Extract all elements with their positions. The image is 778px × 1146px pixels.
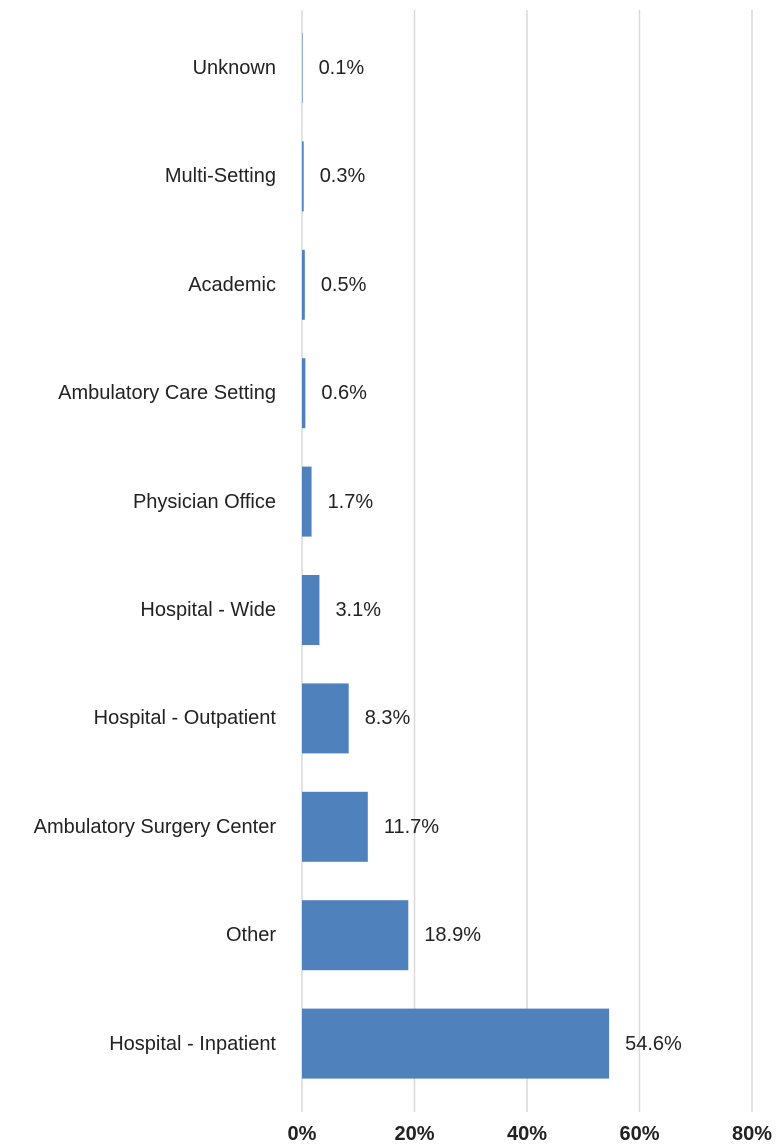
x-tick-label: 20%	[394, 1123, 435, 1145]
bar	[302, 683, 349, 754]
data-label: 54.6%	[625, 1032, 682, 1055]
data-label: 0.1%	[318, 57, 365, 79]
y-tick-label: Ambulatory Care Setting	[58, 382, 276, 405]
bar	[302, 249, 305, 320]
y-tick-label: Other	[225, 924, 276, 947]
bar	[302, 791, 368, 862]
data-label: 0.3%	[319, 165, 366, 188]
y-tick-label: Hospital - Inpatient	[109, 1032, 276, 1055]
data-label: 3.1%	[335, 599, 382, 621]
y-tick-label: Physician Office	[132, 490, 276, 513]
bar	[302, 575, 320, 645]
y-tick-label: Academic	[188, 273, 276, 296]
y-tick-label: Hospital - Wide	[140, 599, 276, 621]
x-tick-label: 40%	[506, 1123, 548, 1145]
y-tick-label: Multi-Setting	[164, 165, 276, 188]
bar	[302, 33, 303, 103]
y-tick-label: Unknown	[192, 57, 276, 79]
bar	[302, 1008, 610, 1079]
x-tick-label: 60%	[619, 1123, 660, 1145]
x-tick-label: 0%	[287, 1123, 317, 1145]
y-tick-label: Hospital - Outpatient	[93, 707, 276, 730]
x-tick-label: 80%	[731, 1123, 773, 1145]
bar	[302, 900, 409, 971]
data-label: 18.9%	[424, 924, 482, 947]
data-label: 11.7%	[383, 815, 440, 838]
bar	[302, 466, 312, 537]
y-tick-label: Ambulatory Surgery Center	[33, 815, 276, 838]
data-label: 0.6%	[321, 382, 367, 405]
data-label: 8.3%	[364, 707, 411, 730]
bar	[302, 358, 306, 429]
data-label: 1.7%	[327, 490, 374, 513]
bar	[302, 141, 304, 212]
data-label: 0.5%	[320, 273, 367, 296]
